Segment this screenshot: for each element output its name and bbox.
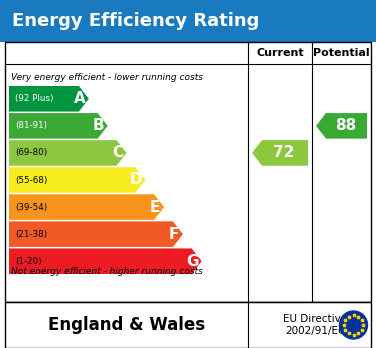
Polygon shape bbox=[9, 194, 164, 220]
Bar bbox=[5, 42, 371, 302]
Text: (81-91): (81-91) bbox=[15, 121, 47, 130]
Text: C: C bbox=[112, 145, 123, 160]
Text: 88: 88 bbox=[335, 118, 356, 133]
Text: D: D bbox=[130, 173, 143, 188]
Bar bbox=[0, 0, 376, 42]
Text: (55-68): (55-68) bbox=[15, 175, 47, 184]
Text: 2002/91/EC: 2002/91/EC bbox=[285, 326, 346, 336]
Text: (92 Plus): (92 Plus) bbox=[15, 94, 53, 103]
Polygon shape bbox=[9, 221, 183, 247]
Text: Current: Current bbox=[256, 48, 304, 58]
Polygon shape bbox=[316, 113, 367, 139]
Text: (69-80): (69-80) bbox=[15, 149, 47, 157]
Polygon shape bbox=[252, 140, 308, 166]
Text: F: F bbox=[169, 227, 179, 242]
Bar bbox=[5, 302, 371, 348]
Text: Not energy efficient - higher running costs: Not energy efficient - higher running co… bbox=[11, 267, 203, 276]
Text: England & Wales: England & Wales bbox=[48, 316, 205, 334]
Text: (1-20): (1-20) bbox=[15, 257, 42, 266]
Polygon shape bbox=[9, 140, 126, 166]
Text: A: A bbox=[74, 91, 86, 106]
Text: E: E bbox=[150, 199, 160, 215]
Text: EU Directive: EU Directive bbox=[283, 314, 347, 324]
Text: Potential: Potential bbox=[313, 48, 370, 58]
Text: B: B bbox=[93, 118, 105, 133]
Polygon shape bbox=[9, 86, 89, 112]
Polygon shape bbox=[9, 167, 145, 193]
Polygon shape bbox=[9, 113, 108, 139]
Text: G: G bbox=[186, 254, 199, 269]
Polygon shape bbox=[9, 248, 202, 274]
Text: 72: 72 bbox=[273, 145, 295, 160]
Circle shape bbox=[340, 311, 367, 339]
Text: (21-38): (21-38) bbox=[15, 230, 47, 239]
Text: Energy Efficiency Rating: Energy Efficiency Rating bbox=[12, 12, 259, 30]
Text: Very energy efficient - lower running costs: Very energy efficient - lower running co… bbox=[11, 73, 203, 82]
Text: (39-54): (39-54) bbox=[15, 203, 47, 212]
